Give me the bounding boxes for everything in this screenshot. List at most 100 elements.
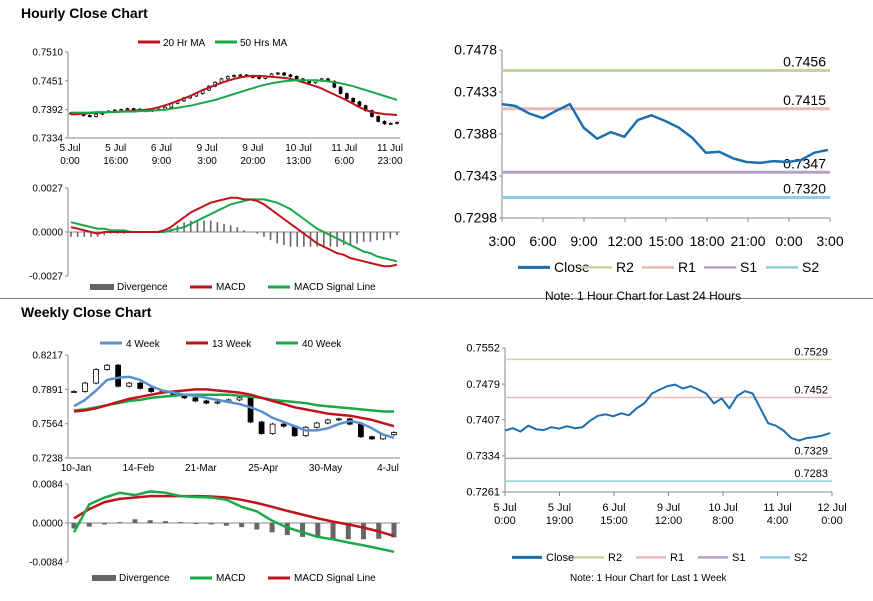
hourly-close-y-tick-label: 0.7478 bbox=[454, 42, 497, 58]
legend-divergence-label: Divergence bbox=[117, 282, 168, 293]
weekly-price-candle-body bbox=[358, 423, 364, 438]
hourly-close-x-tick-label: 0:00 bbox=[775, 233, 802, 249]
hourly-close-y-tick-label: 0.7298 bbox=[454, 210, 497, 226]
weekly-close-level-s1-label: 0.7329 bbox=[794, 445, 828, 457]
weekly-divergence-bar bbox=[132, 519, 138, 523]
hourly-close-legend-r2-label: R2 bbox=[616, 259, 634, 275]
weekly-legend-divergence-swatch bbox=[92, 575, 116, 581]
weekly-close-legend-s1-label: S1 bbox=[732, 552, 745, 564]
hourly-close-close-line bbox=[501, 102, 829, 165]
hourly-price-candle-body bbox=[357, 101, 362, 107]
hourly-price-x-tick-label: 5 Jul bbox=[105, 143, 126, 154]
hourly-price-candle-body bbox=[382, 120, 387, 125]
weekly-macd-tick-label: -0.0084 bbox=[29, 558, 63, 569]
hourly-price-candle-body bbox=[376, 116, 381, 122]
weekly-divergence-bar bbox=[147, 520, 153, 523]
weekly-macd-signal-line bbox=[73, 494, 395, 538]
hourly-price-x-tick-label: 9:00 bbox=[152, 156, 172, 167]
hourly-close-chart: 0.7478 0.7433 0.7388 0.7343 0.7298 0.7456 0.74… bbox=[454, 42, 844, 275]
hourly-price-x-tick-label: 11 Jul bbox=[377, 143, 403, 154]
weekly-divergence-bar bbox=[86, 523, 92, 527]
hourly-price-candle-body bbox=[338, 86, 343, 94]
weekly-close-note: Note: 1 Hour Chart for Last 1 Week bbox=[570, 573, 727, 584]
weekly-price-x-tick-label: 30-May bbox=[309, 463, 342, 474]
hourly-price-candle-body bbox=[113, 109, 117, 112]
legend-divergence-swatch bbox=[90, 284, 114, 290]
hourly-price-candle-body bbox=[307, 80, 312, 84]
weekly-close-legend-close-label: Close bbox=[546, 552, 574, 564]
weekly-price-x-tick-label: 14-Feb bbox=[123, 463, 155, 474]
hourly-price-tick-label: 0.7510 bbox=[32, 48, 63, 59]
weekly-divergence-bar bbox=[330, 523, 336, 539]
weekly-close-level-r1-label: 0.7452 bbox=[794, 384, 828, 396]
weekly-divergence-bar bbox=[300, 523, 306, 537]
weekly-price-candle-body bbox=[324, 419, 331, 424]
weekly-close-y-tick-label: 0.7407 bbox=[466, 414, 500, 426]
weekly-price-candle-body bbox=[203, 400, 210, 404]
weekly-price-candle-body bbox=[391, 432, 397, 436]
weekly-macd-tick-label: 0.0084 bbox=[32, 480, 63, 491]
weekly-price-tick-label: 0.7238 bbox=[32, 454, 63, 465]
weekly-price-candle-body bbox=[247, 397, 254, 423]
weekly-legend-signal-label: MACD Signal Line bbox=[294, 573, 376, 584]
weekly-divergence-bar bbox=[345, 523, 351, 540]
hourly-macd-tick-label: 0.0000 bbox=[32, 228, 63, 239]
hourly-macd-line bbox=[70, 196, 398, 268]
hourly-price-candle-body bbox=[294, 76, 299, 80]
weekly-divergence-bar bbox=[162, 521, 168, 523]
weekly-close-x-tick-label: 6 Jul bbox=[602, 502, 625, 514]
weekly-section-title: Weekly Close Chart bbox=[21, 304, 152, 320]
weekly-divergence-bar bbox=[117, 522, 123, 524]
hourly-close-x-tick-label: 3:00 bbox=[488, 233, 515, 249]
hourly-price-candle-body bbox=[238, 74, 243, 77]
weekly-price-candle-body bbox=[104, 364, 110, 370]
weekly-ma40-line bbox=[73, 393, 394, 413]
weekly-price-candle-body bbox=[236, 397, 243, 401]
hourly-close-x-tick-label: 18:00 bbox=[689, 233, 724, 249]
weekly-price-x-tick-label: 10-Jan bbox=[61, 463, 92, 474]
weekly-close-legend-r2-label: R2 bbox=[608, 552, 622, 564]
weekly-close-y-tick-label: 0.7479 bbox=[466, 379, 500, 391]
weekly-close-x-tick-label: 11 Jul bbox=[763, 502, 792, 514]
hourly-price-x-tick-label: 9 Jul bbox=[242, 143, 263, 154]
weekly-divergence-bar bbox=[223, 523, 229, 526]
weekly-divergence-bar bbox=[315, 523, 321, 538]
weekly-ma13-line bbox=[73, 388, 395, 428]
weekly-close-y-tick-label: 0.7552 bbox=[466, 343, 500, 355]
legend-ma50-label: 50 Hrs MA bbox=[240, 38, 288, 49]
hourly-close-x-tick-label: 21:00 bbox=[730, 233, 765, 249]
weekly-price-candle-body bbox=[214, 401, 221, 404]
weekly-divergence-bar bbox=[391, 523, 397, 538]
weekly-close-x-tick-label: 8:00 bbox=[712, 515, 733, 527]
weekly-close-chart: 0.7552 0.7479 0.7407 0.7334 0.7261 0.7529 0.74… bbox=[466, 343, 846, 564]
hourly-price-candle-body bbox=[125, 108, 130, 111]
weekly-price-candle-body bbox=[126, 382, 133, 387]
weekly-divergence-bar bbox=[254, 523, 260, 530]
weekly-price-candle-body bbox=[369, 436, 375, 440]
weekly-price-tick-label: 0.7564 bbox=[32, 419, 63, 430]
weekly-price-x-tick-label: 4-Jul bbox=[377, 463, 399, 474]
weekly-price-tick-label: 0.7891 bbox=[32, 385, 63, 396]
weekly-divergence-bar bbox=[193, 523, 199, 524]
hourly-price-candle-body bbox=[276, 72, 280, 75]
weekly-legend-label: 4 Week bbox=[126, 339, 161, 350]
weekly-divergence-bar bbox=[208, 523, 214, 525]
weekly-price-tick-label: 0.8217 bbox=[32, 351, 63, 362]
weekly-close-level-s2-label: 0.7283 bbox=[794, 468, 828, 480]
section-divider bbox=[0, 298, 873, 299]
hourly-price-tick-label: 0.7451 bbox=[32, 76, 63, 87]
hourly-price-x-tick-label: 23:00 bbox=[377, 156, 402, 167]
hourly-ma50-line bbox=[71, 79, 398, 114]
weekly-macd-line bbox=[72, 490, 395, 554]
hourly-price-candle-body bbox=[94, 113, 98, 117]
weekly-legend-macd-label: MACD bbox=[216, 573, 245, 584]
weekly-price-candle-body bbox=[192, 397, 199, 402]
legend-macd-label: MACD bbox=[216, 282, 245, 293]
hourly-price-candle-body bbox=[345, 93, 349, 99]
hourly-close-legend-close-label: Close bbox=[554, 259, 590, 275]
hourly-close-y-tick-label: 0.7388 bbox=[454, 126, 497, 142]
hourly-price-x-tick-label: 13:00 bbox=[286, 156, 311, 167]
weekly-divergence-bar bbox=[269, 523, 275, 533]
weekly-legend-divergence-label: Divergence bbox=[119, 573, 170, 584]
